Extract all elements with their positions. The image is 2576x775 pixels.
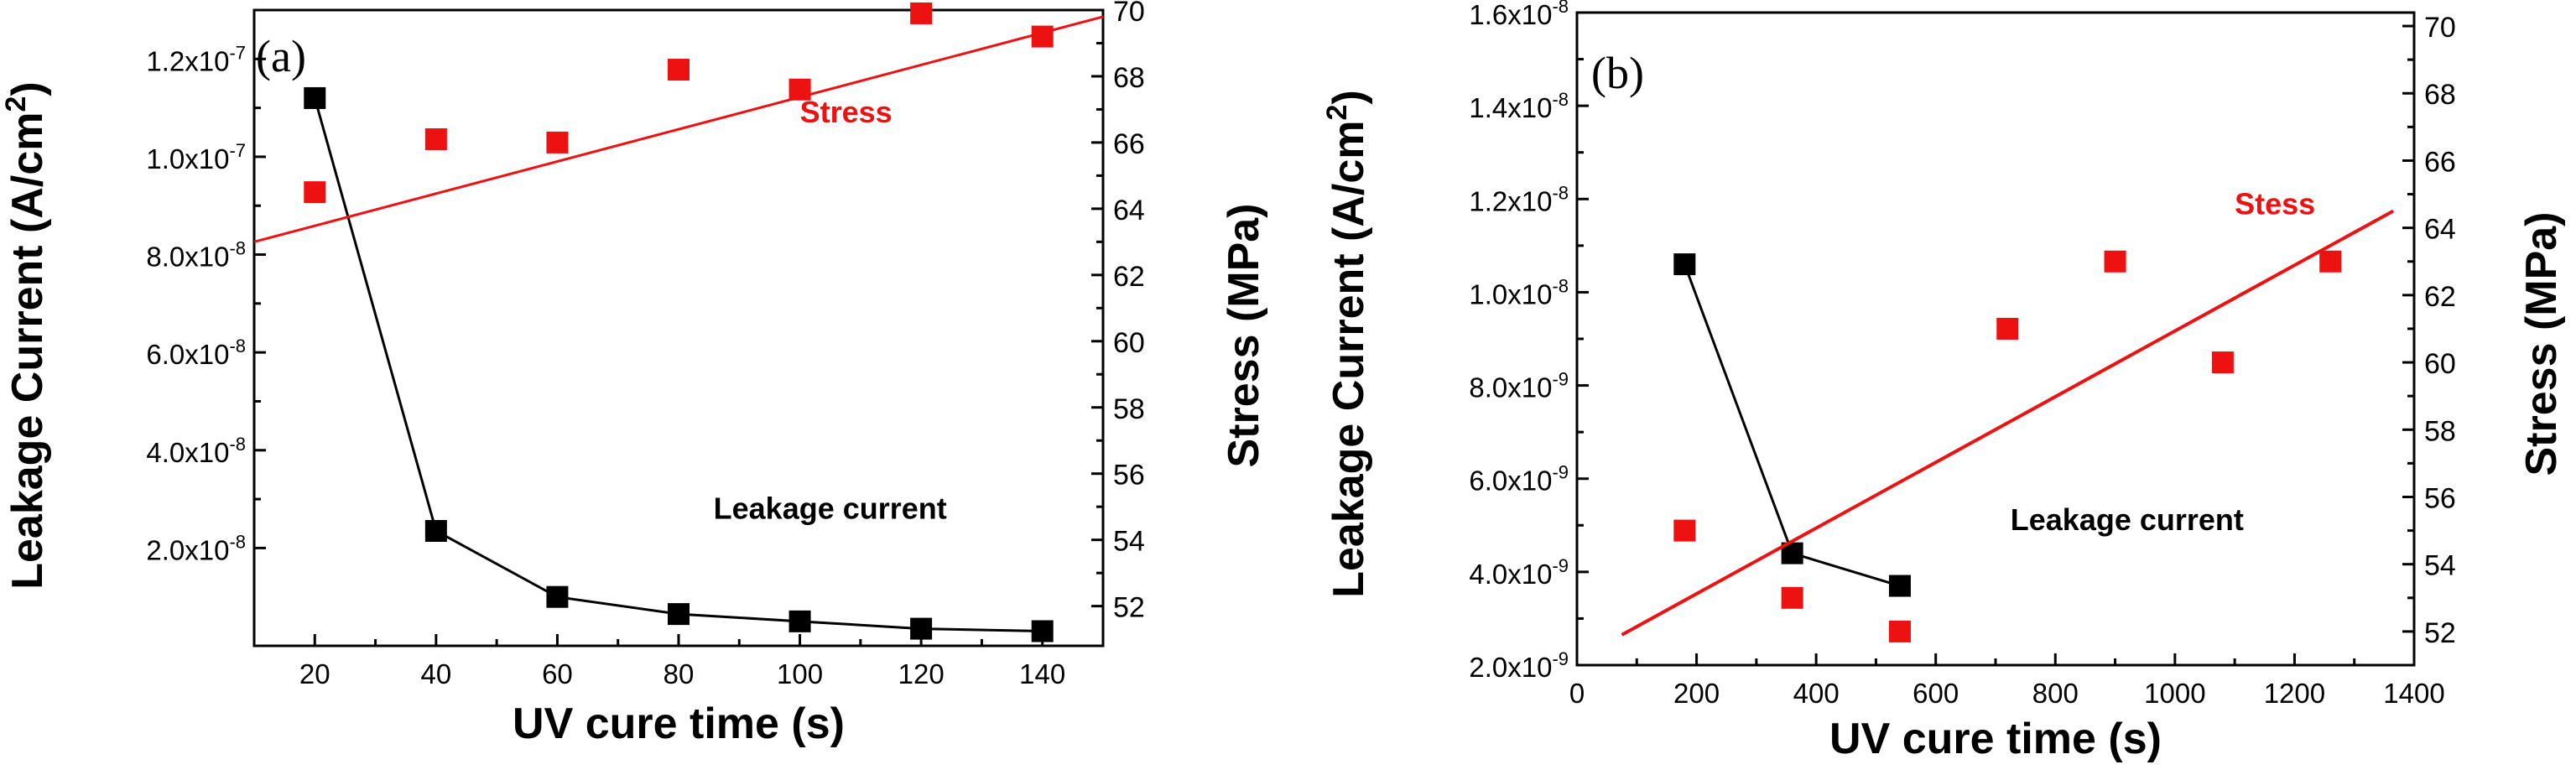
y-left-tick-label: 8.0x10-9 (1469, 369, 1569, 403)
y-right-tick-label: 66 (1113, 128, 1145, 160)
leakage-point (910, 617, 933, 640)
y-right-tick-label: 70 (2424, 12, 2456, 44)
stress-point (304, 181, 326, 204)
stress-fit-line (1621, 209, 2395, 637)
leakage-point (424, 519, 447, 542)
y-right-tick-label: 56 (2424, 482, 2456, 514)
x-tick-label: 120 (898, 658, 945, 689)
stress-fit-line (253, 15, 1104, 243)
y-left-axis-title: Leakage Current (A/cm2) (0, 81, 52, 590)
plot-frame (1575, 11, 2416, 667)
x-tick-label: 140 (1019, 658, 1065, 689)
stress-point (788, 78, 811, 101)
stress-point (2104, 250, 2126, 273)
y-left-tick-label: 4.0x10-8 (146, 434, 246, 468)
y-left-tick-label: 1.4x10-8 (1469, 89, 1569, 123)
x-tick-label: 1000 (2144, 678, 2205, 709)
x-tick-label: 400 (1793, 678, 1840, 709)
y-right-tick-label: 66 (2424, 146, 2456, 178)
stress-point (424, 127, 447, 150)
y-right-tick-label: 60 (1113, 327, 1145, 359)
y-right-tick-label: 58 (2424, 415, 2456, 447)
panel-label: (b) (1591, 48, 1644, 98)
y-left-tick-label: 1.6x10-8 (1469, 0, 1569, 30)
x-tick-label: 1200 (2264, 678, 2325, 709)
x-tick-label: 40 (420, 658, 451, 689)
stress-point (668, 59, 690, 81)
leakage-point (1673, 253, 1696, 276)
y-right-tick-label: 62 (2424, 281, 2456, 313)
stress-point (1996, 317, 2019, 340)
y-right-tick-label: 62 (1113, 261, 1145, 293)
stress-point (2319, 250, 2342, 273)
y-right-tick-label: 54 (2424, 550, 2456, 582)
x-axis-title: UV cure time (s) (1829, 715, 2162, 763)
x-tick-label: 800 (2032, 678, 2079, 709)
y-left-axis-title: Leakage Current (A/cm2) (1321, 90, 1373, 598)
panel-label: (a) (256, 31, 306, 81)
x-tick-label: 100 (777, 658, 823, 689)
stress-point (1673, 519, 1696, 542)
y-right-tick-label: 64 (1113, 195, 1145, 226)
chart-panel-1: 20 40 60 80 100 120 140 2.0x10-8 4.0x10-8 6.0x10-… (0, 0, 1268, 748)
x-tick-label: 200 (1673, 678, 1720, 709)
y-right-tick-label: 52 (2424, 617, 2456, 649)
y-right-tick-label: 64 (2424, 214, 2456, 246)
y-left-tick-label: 6.0x10-8 (146, 335, 246, 370)
y-right-tick-label: 58 (1113, 393, 1145, 425)
leakage-point (788, 610, 811, 632)
x-tick-label: 60 (542, 658, 573, 689)
x-tick-label: 600 (1912, 678, 1959, 709)
stress-point (1781, 586, 1803, 609)
stress-annotation: Stess (2235, 187, 2315, 221)
y-left-tick-label: 6.0x10-9 (1469, 462, 1569, 497)
y-left-tick-label: 1.0x10-7 (146, 140, 246, 174)
leakage-point (668, 603, 690, 626)
plot-frame (252, 8, 1105, 648)
x-tick-label: 80 (664, 658, 695, 689)
stress-point (910, 2, 933, 24)
y-right-tick-label: 60 (2424, 348, 2456, 380)
y-left-tick-label: 1.0x10-8 (1469, 275, 1569, 309)
y-left-tick-label: 8.0x10-8 (146, 238, 246, 273)
y-right-tick-label: 68 (1113, 62, 1145, 94)
y-right-tick-label: 54 (1113, 526, 1145, 558)
leakage-point (1888, 575, 1911, 597)
x-tick-label: 0 (1569, 678, 1585, 709)
y-left-tick-label: 2.0x10-9 (1469, 648, 1569, 683)
x-axis-title: UV cure time (s) (513, 700, 845, 748)
y-left-tick-label: 2.0x10-8 (146, 531, 246, 565)
y-right-tick-label: 68 (2424, 79, 2456, 111)
leakage-line (313, 97, 1043, 633)
y-right-tick-label: 56 (1113, 460, 1145, 492)
stress-point (1031, 25, 1054, 48)
chart-panel-2: 0 200 400 600 800 1000 1200 1400 2.0x10-9 4.0x10-… (1321, 0, 2566, 763)
stress-annotation: Stress (800, 95, 892, 129)
x-tick-label: 1400 (2383, 678, 2444, 709)
y-left-tick-label: 1.2x10-8 (1469, 182, 1569, 216)
leakage-line (1683, 263, 1901, 587)
stress-point (2211, 351, 2234, 374)
y-right-tick-label: 52 (1113, 592, 1145, 624)
y-left-tick-label: 4.0x10-9 (1469, 555, 1569, 590)
leakage-point (1031, 620, 1054, 642)
leakage-point (546, 585, 569, 608)
leakage-annotation: Leakage current (2011, 502, 2244, 537)
stress-point (546, 131, 569, 153)
y-right-axis-title: Stress (MPa) (2517, 212, 2566, 476)
y-right-tick-label: 70 (1113, 0, 1145, 28)
y-left-tick-label: 1.2x10-7 (146, 42, 246, 76)
leakage-point (304, 86, 326, 109)
x-tick-label: 20 (299, 658, 330, 689)
y-right-axis-title: Stress (MPa) (1220, 204, 1268, 468)
leakage-annotation: Leakage current (714, 491, 947, 525)
stress-point (1888, 620, 1911, 642)
